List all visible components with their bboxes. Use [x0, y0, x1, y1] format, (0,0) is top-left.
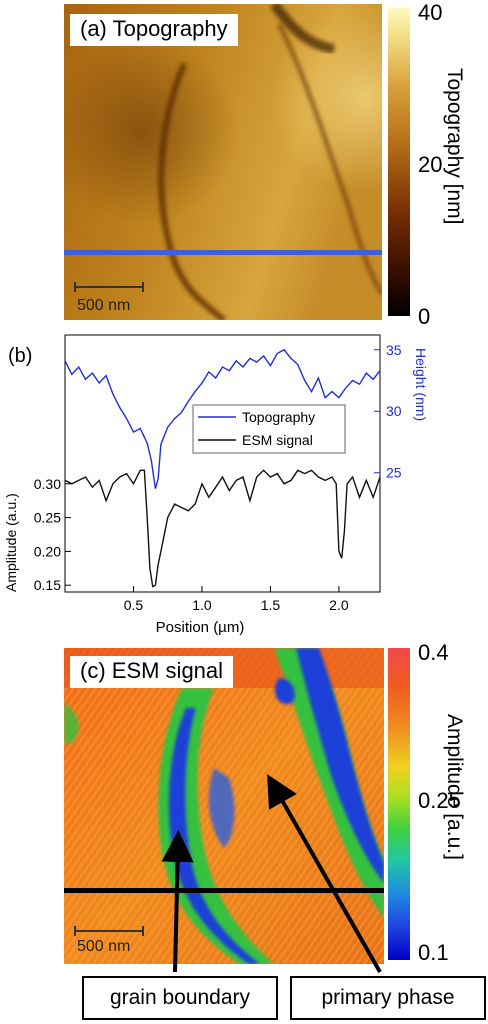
- scalebar-c-tick-right: [142, 926, 144, 936]
- primary-phase-arrow: [267, 774, 382, 973]
- grain-boundary-ridge: [158, 62, 226, 320]
- primary-phase-boundary-blue: [296, 648, 384, 883]
- grain-boundary-label: grain boundary: [82, 976, 278, 1020]
- scalebar-a-tick-right: [142, 282, 144, 292]
- annotation-arrows: [161, 774, 382, 973]
- profile-line: [64, 250, 382, 255]
- colorbar-a-tick-mid: 20: [418, 152, 443, 177]
- scalebar-c-line: [75, 930, 143, 932]
- legend-box: [192, 404, 346, 454]
- y-right-axis-title: Height (nm): [413, 348, 429, 421]
- colorbar-c-tick-max: 0.4: [418, 640, 449, 665]
- topography-dark-feature: [270, 4, 336, 54]
- profile-line-c: [64, 888, 384, 893]
- colorbar-a-title: Topography [nm]: [443, 68, 466, 225]
- y-right-tick-label: 25: [386, 465, 402, 481]
- panel-c-label: (c) ESM signal: [70, 656, 234, 688]
- x-tick-label: 1.5: [261, 597, 281, 613]
- y-right-tick-label: 30: [386, 403, 402, 419]
- scalebar-a-line: [75, 286, 143, 288]
- grain-boundary-blue: [168, 708, 260, 964]
- esm-green-edge-patch: [64, 703, 79, 743]
- topography-map: [64, 4, 382, 320]
- y-left-tick-label: 0.15: [34, 577, 61, 593]
- panel-a-label: (a) Topography: [70, 14, 238, 46]
- esm-colorbar: [388, 648, 410, 960]
- y-left-axis-title: Amplitude (a.u.): [3, 493, 19, 592]
- y-left-tick-label: 0.25: [34, 510, 61, 526]
- panel-b-label: (b): [8, 345, 32, 367]
- grain-boundary-arrow: [161, 830, 194, 973]
- esm-green-band-right: [274, 648, 384, 918]
- x-axis-title: Position (µm): [156, 619, 245, 636]
- esm-blue-spot: [274, 678, 295, 704]
- legend-topography-label: Topography: [242, 409, 315, 425]
- colorbar-a-tick-min: 0: [418, 304, 431, 329]
- profile-chart: (b) 0.5 1.0 1.5 2.0 0.15 0.20 0.25 0.30 25 30 35 T…: [3, 334, 429, 636]
- scalebar-c-tick-left: [74, 926, 76, 936]
- plot-frame: [64, 334, 381, 593]
- grain-boundary-ridge-right: [277, 23, 382, 296]
- esm-series-line: [64, 469, 381, 588]
- y-left-tick-label: 0.30: [34, 476, 61, 492]
- colorbar-a-tick-max: 40: [418, 0, 443, 25]
- colorbar-c-tick-min: 0.1: [418, 940, 449, 965]
- scalebar-a-text: 500 nm: [77, 297, 131, 314]
- topography-colorbar: [388, 8, 410, 316]
- primary-phase-label: primary phase: [290, 976, 486, 1020]
- colorbar-c-tick-mid: 0.25: [418, 788, 461, 813]
- esm-blue-patch: [208, 768, 235, 848]
- x-tick-label: 0.5: [124, 597, 144, 613]
- scalebar-a-tick-left: [74, 282, 76, 292]
- x-tick-label: 2.0: [329, 597, 349, 613]
- topography-high-region: [64, 4, 382, 320]
- legend-esm-label: ESM signal: [242, 432, 313, 448]
- scalebar-c-text: 500 nm: [77, 938, 131, 955]
- topography-series-line: [64, 348, 381, 489]
- y-right-tick-label: 35: [386, 342, 402, 358]
- x-tick-label: 1.0: [192, 597, 212, 613]
- y-left-tick-label: 0.20: [34, 543, 61, 559]
